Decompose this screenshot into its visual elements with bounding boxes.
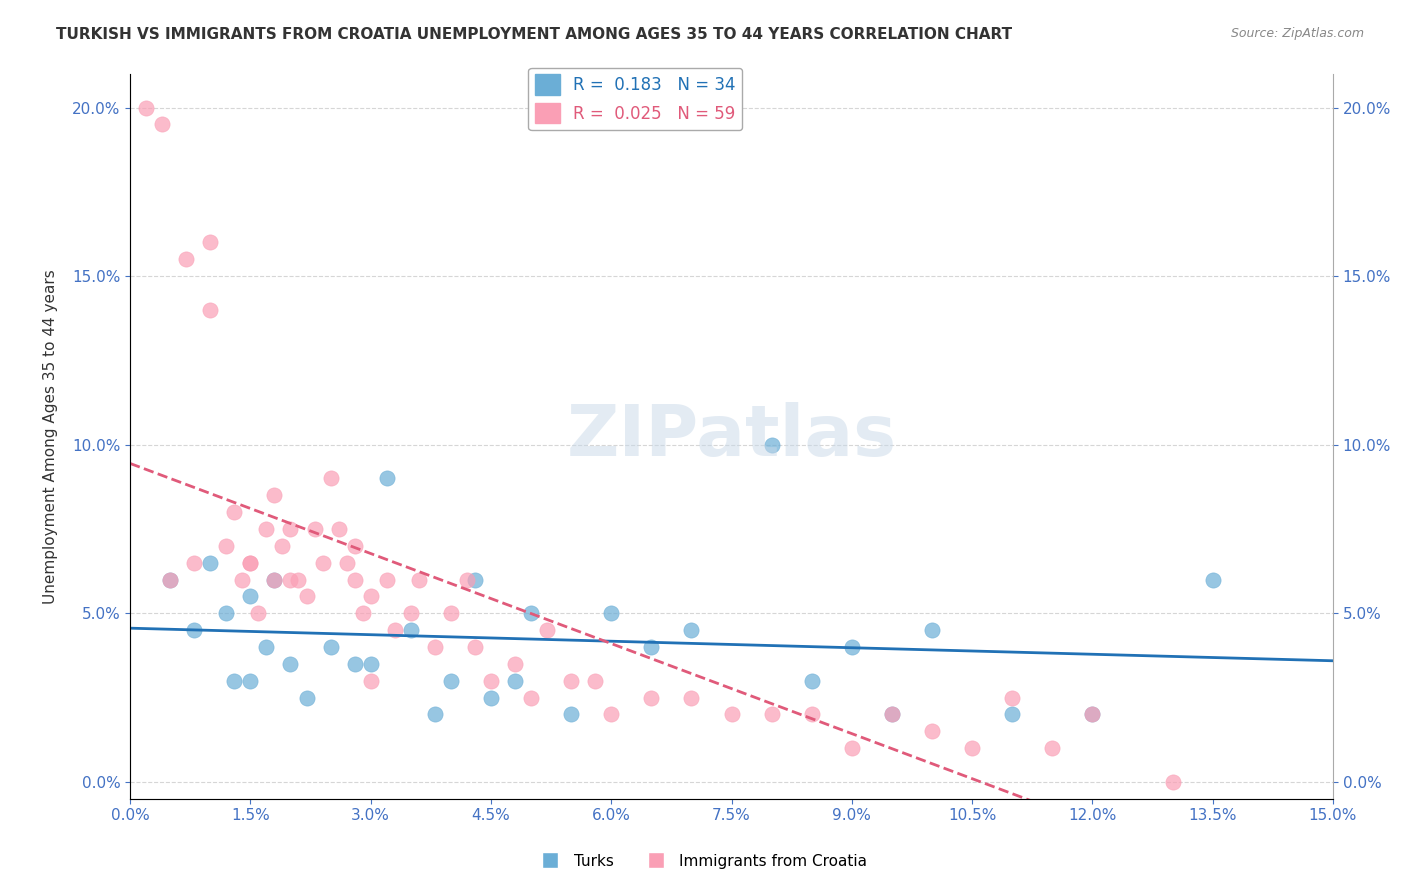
Point — [640, 690, 662, 705]
Point — [464, 573, 486, 587]
Point — [200, 556, 222, 570]
Point — [1201, 573, 1223, 587]
Point — [1001, 690, 1024, 705]
Point — [343, 657, 366, 671]
Point — [311, 556, 333, 570]
Point — [328, 522, 350, 536]
Point — [1081, 707, 1104, 722]
Point — [319, 640, 342, 654]
Point — [360, 590, 382, 604]
Legend: Turks, Immigrants from Croatia: Turks, Immigrants from Croatia — [533, 847, 873, 875]
Point — [921, 623, 943, 637]
Point — [841, 741, 863, 756]
Point — [479, 690, 502, 705]
Point — [224, 505, 246, 519]
Point — [200, 302, 222, 317]
Point — [231, 573, 253, 587]
Point — [215, 607, 238, 621]
Point — [224, 673, 246, 688]
Point — [150, 118, 173, 132]
Point — [135, 101, 157, 115]
Point — [761, 438, 783, 452]
Point — [1081, 707, 1104, 722]
Point — [921, 724, 943, 739]
Point — [159, 573, 181, 587]
Point — [280, 573, 302, 587]
Point — [761, 707, 783, 722]
Point — [247, 607, 270, 621]
Point — [1161, 775, 1184, 789]
Point — [263, 488, 285, 502]
Point — [423, 707, 446, 722]
Point — [464, 640, 486, 654]
Point — [360, 673, 382, 688]
Point — [343, 573, 366, 587]
Point — [520, 690, 543, 705]
Point — [399, 623, 422, 637]
Point — [1040, 741, 1063, 756]
Text: Source: ZipAtlas.com: Source: ZipAtlas.com — [1230, 27, 1364, 40]
Point — [520, 607, 543, 621]
Point — [239, 556, 262, 570]
Point — [375, 471, 398, 485]
Point — [583, 673, 606, 688]
Point — [239, 590, 262, 604]
Point — [360, 657, 382, 671]
Point — [536, 623, 558, 637]
Point — [271, 539, 294, 553]
Point — [183, 556, 205, 570]
Point — [159, 573, 181, 587]
Point — [239, 556, 262, 570]
Point — [384, 623, 406, 637]
Point — [456, 573, 478, 587]
Point — [239, 673, 262, 688]
Point — [960, 741, 983, 756]
Point — [1001, 707, 1024, 722]
Point — [280, 657, 302, 671]
Point — [399, 607, 422, 621]
Point — [640, 640, 662, 654]
Point — [263, 573, 285, 587]
Point — [408, 573, 430, 587]
Text: TURKISH VS IMMIGRANTS FROM CROATIA UNEMPLOYMENT AMONG AGES 35 TO 44 YEARS CORREL: TURKISH VS IMMIGRANTS FROM CROATIA UNEMP… — [56, 27, 1012, 42]
Point — [479, 673, 502, 688]
Point — [304, 522, 326, 536]
Point — [841, 640, 863, 654]
Point — [319, 471, 342, 485]
Point — [254, 640, 277, 654]
Point — [681, 690, 703, 705]
Point — [287, 573, 309, 587]
Point — [800, 707, 823, 722]
Point — [174, 252, 197, 267]
Text: ZIPatlas: ZIPatlas — [567, 401, 897, 471]
Point — [215, 539, 238, 553]
Point — [352, 607, 374, 621]
Y-axis label: Unemployment Among Ages 35 to 44 years: Unemployment Among Ages 35 to 44 years — [44, 269, 58, 604]
Point — [440, 673, 463, 688]
Point — [336, 556, 359, 570]
Legend: R =  0.183   N = 34, R =  0.025   N = 59: R = 0.183 N = 34, R = 0.025 N = 59 — [529, 68, 742, 130]
Point — [800, 673, 823, 688]
Point — [880, 707, 903, 722]
Point — [280, 522, 302, 536]
Point — [423, 640, 446, 654]
Point — [263, 573, 285, 587]
Point — [375, 573, 398, 587]
Point — [440, 607, 463, 621]
Point — [720, 707, 742, 722]
Point — [560, 707, 582, 722]
Point — [295, 590, 318, 604]
Point — [503, 657, 526, 671]
Point — [880, 707, 903, 722]
Point — [183, 623, 205, 637]
Point — [254, 522, 277, 536]
Point — [681, 623, 703, 637]
Point — [343, 539, 366, 553]
Point — [600, 707, 623, 722]
Point — [560, 673, 582, 688]
Point — [600, 607, 623, 621]
Point — [200, 235, 222, 250]
Point — [295, 690, 318, 705]
Point — [503, 673, 526, 688]
